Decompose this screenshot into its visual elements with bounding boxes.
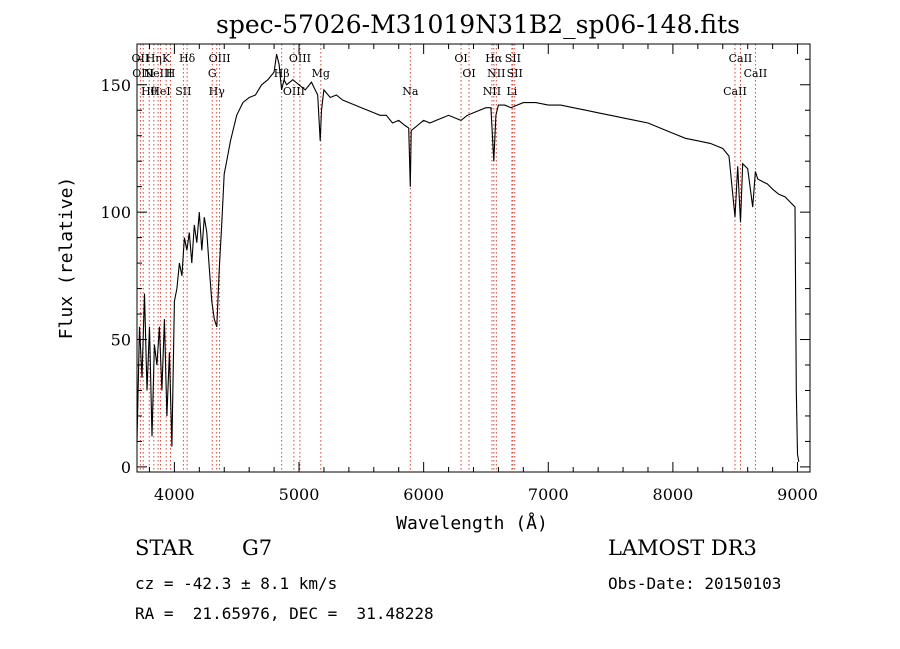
x-axis-ticks: 4000 5000 6000 7000 8000 9000 [148, 44, 818, 504]
line-marker-label: SII [175, 85, 191, 98]
y-tick-label: 150 [100, 76, 131, 95]
redshift-value: cz = -42.3 ± 8.1 km/s [135, 574, 338, 593]
x-tick-label: 8000 [653, 485, 694, 504]
x-tick-label: 6000 [403, 485, 444, 504]
x-tick-label: 5000 [279, 485, 320, 504]
line-marker-label: OIII [132, 67, 154, 80]
line-marker-label: K [162, 52, 171, 65]
line-marker-label: NeIII [143, 67, 172, 80]
line-marker-label: NII [483, 85, 501, 98]
x-tick-label: 4000 [154, 485, 195, 504]
line-marker-label: G [208, 67, 217, 80]
line-marker-label: Mg [312, 67, 330, 80]
plot-frame [136, 43, 811, 473]
observation-date: Obs-Date: 20150103 [608, 574, 782, 593]
line-marker-label: Hη [146, 52, 162, 65]
line-marker-label: SII [507, 67, 523, 80]
line-marker-label: Hδ [179, 52, 196, 65]
line-marker-label: Hθ [141, 85, 158, 98]
x-tick-label: 9000 [777, 485, 818, 504]
line-marker-label: CaII [744, 67, 768, 80]
line-marker-label: Hβ [274, 67, 290, 80]
line-marker-label: Li [506, 85, 517, 98]
line-marker-label: Hα [485, 52, 503, 65]
line-marker-label: SII [505, 52, 521, 65]
line-marker-label: OII [132, 52, 150, 65]
coordinates: RA = 21.65976, DEC = 31.48228 [135, 604, 434, 623]
line-marker-label: OI [462, 67, 475, 80]
line-marker-label: OIII [209, 52, 231, 65]
line-marker-label: Na [402, 85, 419, 98]
y-tick-label: 100 [100, 203, 131, 222]
y-tick-label: 0 [121, 458, 131, 477]
chart-title: spec-57026-M31019N31B2_sp06-148.fits [216, 10, 740, 39]
spectrum-line [136, 54, 800, 462]
y-axis-label: Flux (relative) [56, 177, 77, 340]
line-marker-label: OIII [283, 85, 305, 98]
x-axis-label: Wavelength (Å) [396, 512, 548, 534]
y-tick-label: 50 [111, 331, 131, 350]
line-marker-label: CaII [723, 85, 747, 98]
line-marker-label: H [166, 67, 176, 80]
y-axis-ticks: 0 50 100 150 [100, 58, 810, 477]
object-class: STAR [135, 536, 194, 560]
line-label-group: OII OIII Hθ Hη NeIII HeI KH SII Hδ G Hγ OIII Hβ OIII O… [132, 52, 768, 98]
line-marker-label: CaII [729, 52, 753, 65]
object-subclass: G7 [242, 536, 273, 560]
line-marker-label: Hγ [209, 85, 226, 98]
line-marker-label: HeI [150, 85, 170, 98]
line-marker-label: OI [454, 52, 467, 65]
x-tick-label: 7000 [528, 485, 569, 504]
line-marker-group [139, 44, 756, 472]
line-marker-label: OIII [289, 52, 311, 65]
line-marker-label: NII [487, 67, 505, 80]
survey-name: LAMOST DR3 [608, 536, 757, 560]
